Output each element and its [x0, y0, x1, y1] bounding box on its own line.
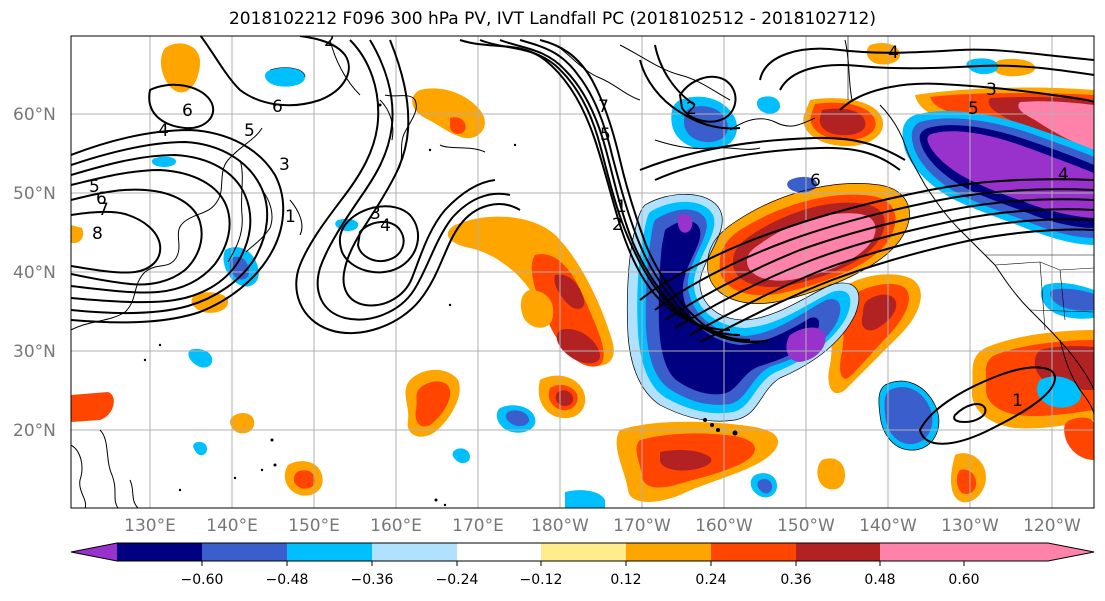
colorbar-segment: [796, 543, 880, 561]
contour-label: 6: [810, 171, 821, 191]
contour-label: 8: [92, 224, 103, 244]
lon-label: 160°E: [370, 516, 422, 536]
colorbar-labels: −0.60 −0.48 −0.36 −0.24 −0.12 0.12 0.24 …: [181, 572, 980, 588]
colorbar-segment: [287, 543, 372, 561]
contour-label: 3: [986, 80, 997, 100]
colorbar-ticks: [201, 561, 965, 566]
colorbar-tick-label: −0.12: [520, 572, 563, 588]
contour-label: 6: [272, 97, 283, 117]
colorbar-tick-label: 0.60: [948, 572, 979, 588]
contour-label: 5: [600, 125, 611, 145]
contour-label: 6: [96, 189, 107, 209]
map-frame: [70, 35, 1095, 509]
colorbar-tick-label: −0.36: [351, 572, 394, 588]
colorbar-tick-label: 0.48: [864, 572, 895, 588]
country-borders: [847, 36, 1094, 331]
contour-label: 5: [89, 177, 100, 197]
contour-label: 2: [324, 31, 335, 51]
contour-label: 1: [1012, 391, 1023, 411]
contour-label: 5: [244, 121, 255, 141]
latitude-labels: 60°N 50°N 40°N 30°N 20°N: [13, 105, 56, 441]
lon-label: 140°E: [206, 516, 258, 536]
coastlines: [71, 39, 1094, 508]
lat-label: 40°N: [13, 263, 56, 283]
contour-label: 2: [686, 99, 697, 119]
colorbar-tick-label: 0.12: [610, 572, 641, 588]
contour-label: 4: [1058, 165, 1069, 185]
map-gridlines: [71, 36, 1094, 508]
lon-label: 130°E: [124, 516, 176, 536]
map-area: 2 6 5 4 3 1 5 6 7 8 3 4 6 5 7 2 1 6 4 3 …: [71, 31, 1094, 508]
longitude-labels: 130°E 140°E 150°E 160°E 170°E 180°W 170°…: [124, 516, 1081, 536]
contour-label: 1: [285, 207, 296, 227]
lat-label: 20°N: [13, 421, 56, 441]
lon-label: 170°E: [452, 516, 504, 536]
colorbar-segment: [202, 543, 287, 561]
colorbar-segment: [117, 543, 202, 561]
contour-label: 2: [612, 215, 623, 235]
lon-label: 130°W: [941, 516, 999, 536]
contour-label: 7: [598, 97, 609, 117]
lat-label: 30°N: [13, 342, 56, 362]
lat-label: 60°N: [13, 105, 56, 125]
lon-label: 120°W: [1023, 516, 1081, 536]
colorbar-tick-label: 0.36: [780, 572, 811, 588]
colorbar-segment: [626, 543, 711, 561]
colorbar: −0.60 −0.48 −0.36 −0.24 −0.12 0.12 0.24 …: [70, 542, 1095, 588]
colorbar-tick-label: −0.24: [436, 572, 479, 588]
lon-label: 150°W: [777, 516, 835, 536]
lon-label: 140°W: [859, 516, 917, 536]
colorbar-outline: [70, 542, 1095, 562]
lon-label: 160°W: [695, 516, 753, 536]
colorbar-segment: [372, 543, 457, 561]
colorbar-segment: [711, 543, 796, 561]
islands: [143, 103, 738, 507]
colorbar-tick-label: −0.60: [181, 572, 224, 588]
lon-label: 150°E: [288, 516, 340, 536]
contour-label: 4: [888, 43, 899, 63]
contour-label: 3: [279, 155, 290, 175]
contour-label: 5: [968, 99, 979, 119]
lon-label: 180°W: [531, 516, 589, 536]
contour-label: 4: [158, 121, 169, 141]
ivt-contours: [71, 36, 1094, 445]
colorbar-extend-high: [964, 543, 1094, 561]
negative-anomaly-shading: [151, 58, 1094, 508]
lon-label: 170°W: [613, 516, 671, 536]
contour-label: 6: [182, 101, 193, 121]
colorbar-tick-label: −0.48: [266, 572, 309, 588]
contour-label: 3: [370, 204, 381, 224]
contour-label: 1: [616, 197, 627, 217]
map-title: 2018102212 F096 300 hPa PV, IVT Landfall…: [228, 9, 876, 29]
colorbar-segment: [541, 543, 626, 561]
contour-labels: 2 6 5 4 3 1 5 6 7 8 3 4 6 5 7 2 1 6 4 3 …: [89, 31, 1069, 411]
colorbar-segment: [457, 543, 541, 561]
colorbar-tick-label: 0.24: [695, 572, 726, 588]
contour-label: 7: [98, 200, 109, 220]
contour-label: 4: [380, 216, 391, 236]
lat-label: 50°N: [13, 184, 56, 204]
colorbar-extend-low: [71, 543, 117, 561]
colorbar-segment: [880, 543, 964, 561]
